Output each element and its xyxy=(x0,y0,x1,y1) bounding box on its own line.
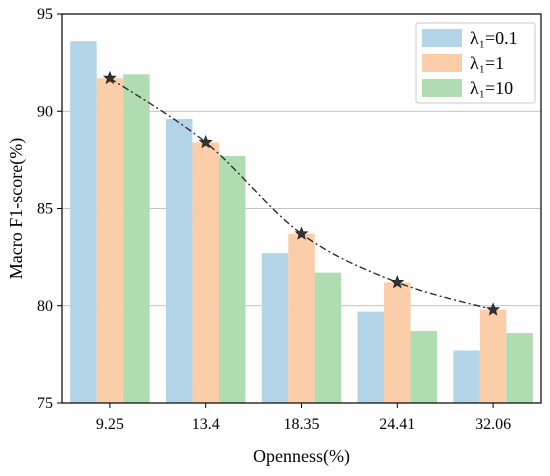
bar xyxy=(261,253,289,403)
trend-line xyxy=(102,70,501,316)
bar xyxy=(314,272,342,403)
bar xyxy=(506,332,533,403)
legend-swatch xyxy=(422,29,462,47)
trend-star-marker xyxy=(486,302,501,316)
bar xyxy=(410,331,438,403)
bar xyxy=(357,311,385,403)
legend-swatch xyxy=(422,79,462,97)
y-tick-label: 80 xyxy=(37,298,53,315)
trend-curve xyxy=(109,77,494,311)
y-axis-title: Macro F1-score(%) xyxy=(6,138,27,279)
y-tick-label: 90 xyxy=(37,103,53,120)
legend-label: λ₁=1 xyxy=(470,53,504,73)
bar xyxy=(165,119,193,403)
bar xyxy=(479,309,507,403)
trend-star-marker xyxy=(294,226,309,240)
x-tick-label: 24.41 xyxy=(379,416,415,433)
trend-star-marker xyxy=(198,135,213,149)
x-tick-label: 13.4 xyxy=(192,416,220,433)
bars xyxy=(70,41,533,404)
bar xyxy=(70,41,97,403)
bar xyxy=(96,78,124,403)
legend-swatch xyxy=(422,54,462,72)
bar xyxy=(453,350,480,403)
x-tick-label: 32.06 xyxy=(475,416,511,433)
x-axis-title: Openness(%) xyxy=(253,446,350,467)
trend-star-marker xyxy=(390,275,405,289)
axis-ticks: 75 80 85 90 95 9.25 13.4 18.35 24.41 32.06 xyxy=(37,6,511,433)
legend-label: λ₁=0.1 xyxy=(470,28,518,48)
legend: λ₁=0.1 λ₁=1 λ₁=10 xyxy=(415,22,536,104)
trend-star-marker xyxy=(102,70,117,85)
y-tick-label: 85 xyxy=(37,201,53,218)
x-tick-label: 9.25 xyxy=(96,416,124,433)
y-tick-label: 75 xyxy=(37,395,53,412)
y-tick-label: 95 xyxy=(37,6,53,23)
bar xyxy=(192,142,219,403)
bar xyxy=(384,282,411,403)
bar xyxy=(218,155,246,403)
bar xyxy=(123,74,150,404)
x-tick-label: 18.35 xyxy=(284,416,320,433)
bar xyxy=(288,233,315,403)
legend-label: λ₁=10 xyxy=(470,78,513,98)
